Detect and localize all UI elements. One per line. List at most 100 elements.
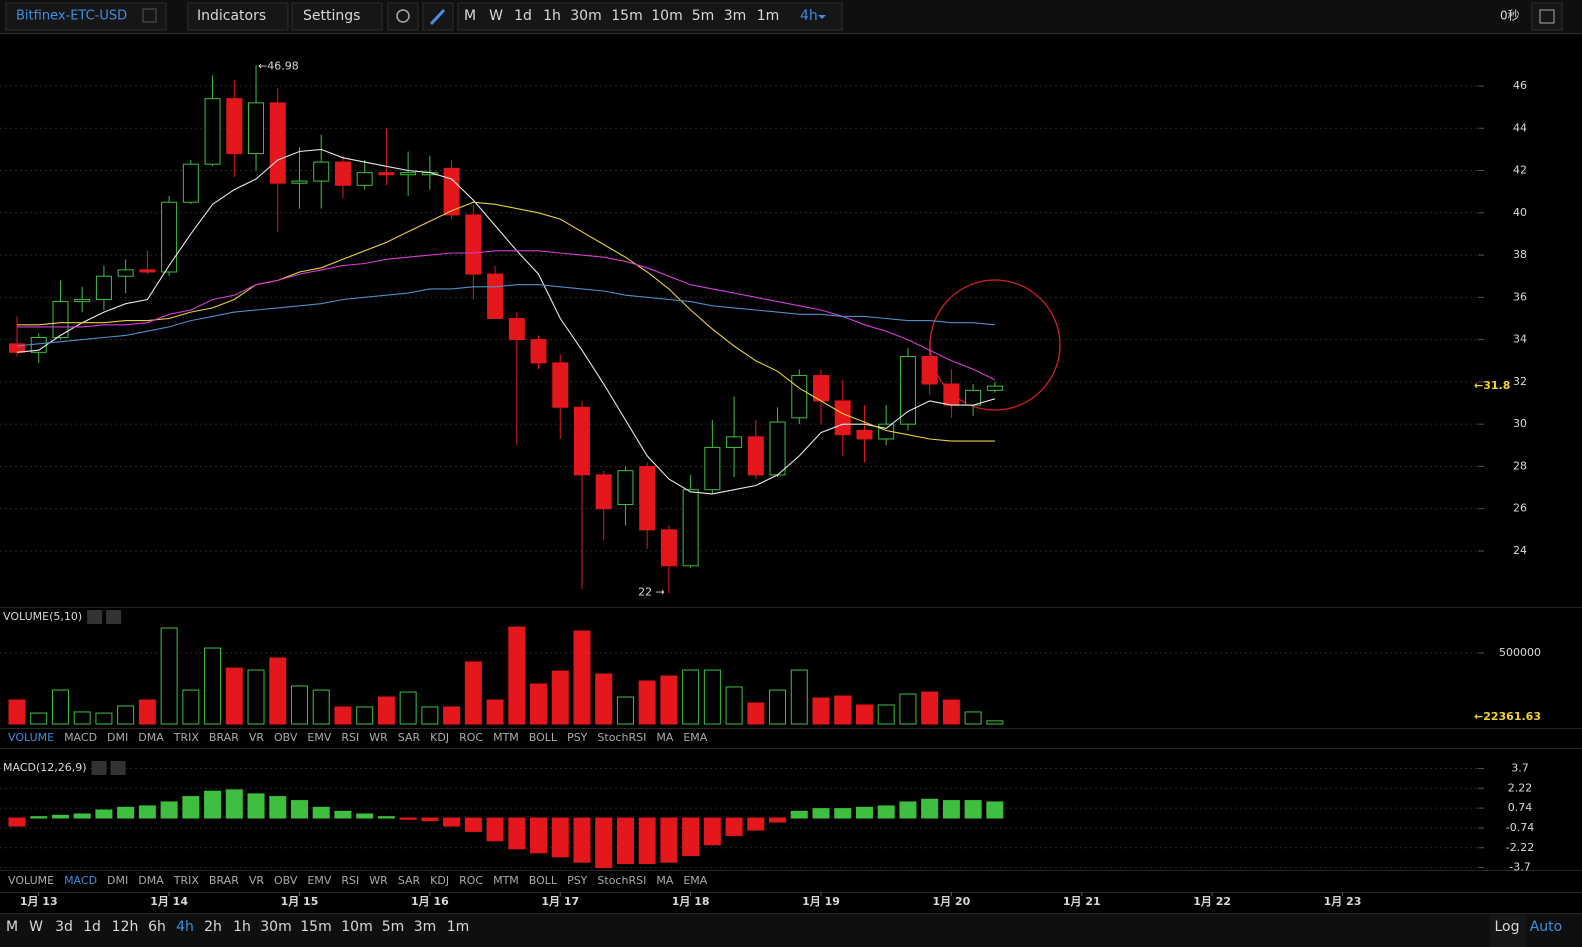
interval-button[interactable]: 3m [724, 8, 747, 24]
interval-button[interactable]: 10m [651, 8, 682, 24]
indicator-tab[interactable]: WR [369, 731, 388, 744]
interval-button[interactable]: W [489, 8, 503, 24]
settings-label[interactable]: Settings [303, 8, 360, 24]
active-interval[interactable]: 4h [800, 8, 818, 24]
indicator-tab[interactable]: ROC [459, 731, 483, 744]
bottom-interval[interactable]: 10m [341, 919, 372, 935]
macd-bar [682, 817, 700, 857]
indicator-tab[interactable]: StochRSI [597, 874, 646, 887]
interval-button[interactable]: 1h [543, 8, 561, 24]
theme-button[interactable] [387, 2, 419, 31]
indicator-tab[interactable]: DMI [107, 731, 128, 744]
interval-button[interactable]: 15m [611, 8, 642, 24]
indicator-tab[interactable]: EMA [683, 874, 707, 887]
indicator-tab[interactable]: BRAR [209, 731, 239, 744]
moving-average-line [16, 284, 995, 347]
panel-settings[interactable] [87, 610, 103, 624]
bottom-interval[interactable]: 3m [414, 919, 437, 935]
bottom-interval[interactable]: 6h [148, 919, 166, 935]
x-tick-label: 1月 14 [150, 895, 188, 908]
indicator-tab[interactable]: VR [249, 731, 265, 744]
indicator-tab[interactable]: DMI [107, 874, 128, 887]
bottom-interval[interactable]: 12h [112, 919, 139, 935]
bottom-interval[interactable]: 1h [233, 919, 251, 935]
indicator-tab[interactable]: TRIX [173, 874, 200, 887]
log-toggle[interactable]: Log [1494, 919, 1519, 935]
volume-bar [616, 696, 634, 725]
indicator-tab[interactable]: MTM [493, 731, 519, 744]
panel-close[interactable] [110, 761, 126, 775]
indicator-tab[interactable]: RSI [341, 731, 359, 744]
bottom-interval[interactable]: 30m [260, 919, 291, 935]
y-tick-label: 34 [1513, 333, 1527, 346]
bottom-interval[interactable]: 4h [176, 919, 194, 935]
indicator-tab[interactable]: DMA [138, 874, 164, 887]
bottom-interval[interactable]: 2h [204, 919, 222, 935]
indicator-tab[interactable]: BRAR [209, 874, 239, 887]
bottom-interval[interactable]: M [6, 919, 18, 935]
auto-toggle[interactable]: Auto [1530, 919, 1563, 935]
fullscreen-button[interactable] [1531, 2, 1563, 31]
volume-bar [160, 627, 178, 725]
indicator-tab[interactable]: MTM [493, 874, 519, 887]
candle-body [508, 317, 525, 341]
macd-bar [812, 808, 830, 819]
pencil-icon [429, 8, 446, 26]
indicator-tab[interactable]: MA [656, 874, 673, 887]
indicator-tab[interactable]: KDJ [430, 874, 449, 887]
indicator-tab[interactable]: SAR [398, 731, 421, 744]
log-toggle-bg[interactable] [1490, 914, 1526, 947]
bottom-interval[interactable]: 3d [55, 919, 73, 935]
symbol[interactable]: Bitfinex-ETC-USD [16, 9, 127, 24]
indicator-tab[interactable]: MACD [64, 731, 97, 744]
indicator-tab[interactable]: MACD [64, 874, 97, 887]
indicator-tab[interactable]: BOLL [529, 731, 558, 744]
interval-button[interactable]: 30m [570, 8, 601, 24]
indicator-tab[interactable]: OBV [274, 874, 298, 887]
interval-button[interactable]: 1m [757, 8, 780, 24]
indicator-tab[interactable]: SAR [398, 874, 421, 887]
indicator-tab[interactable]: TRIX [173, 731, 200, 744]
volume-bar [182, 689, 200, 725]
settings-button[interactable] [291, 2, 383, 31]
y-tick-label: 38 [1513, 248, 1527, 261]
indicators-button[interactable] [187, 2, 289, 31]
indicator-tab[interactable]: VOLUME [8, 874, 54, 887]
indicator-tab[interactable]: ROC [459, 874, 483, 887]
symbol-icon[interactable] [142, 8, 157, 23]
indicator-tab[interactable]: WR [369, 874, 388, 887]
indicator-tab[interactable]: EMA [683, 731, 707, 744]
indicator-tab[interactable]: EMV [307, 731, 331, 744]
indicator-tab[interactable]: PSY [567, 874, 588, 887]
indicator-tab[interactable]: MA [656, 731, 673, 744]
indicator-tab[interactable]: StochRSI [597, 731, 646, 744]
indicator-tab[interactable]: VR [249, 874, 265, 887]
interval-button[interactable]: 5m [692, 8, 715, 24]
bottom-interval[interactable]: 5m [382, 919, 405, 935]
indicator-tab[interactable]: KDJ [430, 731, 449, 744]
indicator-tab[interactable]: OBV [274, 731, 298, 744]
bottom-interval[interactable]: 1m [447, 919, 470, 935]
indicator-tab[interactable]: EMV [307, 874, 331, 887]
candle-body [791, 375, 808, 419]
interval-button[interactable]: M [464, 8, 476, 24]
candle-body [965, 389, 982, 406]
symbol-box[interactable] [5, 2, 167, 31]
indicator-tab[interactable]: DMA [138, 731, 164, 744]
indicators-label[interactable]: Indicators [197, 8, 266, 24]
panel-close[interactable] [106, 610, 122, 624]
candle-body [269, 102, 286, 184]
volume-bar [877, 704, 895, 725]
bottom-interval[interactable]: 1d [83, 919, 101, 935]
bottom-interval[interactable]: 15m [300, 919, 331, 935]
bottom-interval[interactable]: W [29, 919, 43, 935]
indicator-tab[interactable]: VOLUME [8, 731, 54, 744]
panel-settings[interactable] [91, 761, 107, 775]
indicator-tab[interactable]: BOLL [529, 874, 558, 887]
x-tick-label: 1月 19 [802, 895, 840, 908]
last-value-label: ←22361.63 [1474, 710, 1541, 723]
indicator-tab[interactable]: RSI [341, 874, 359, 887]
macd-bar [464, 817, 482, 832]
interval-button[interactable]: 1d [514, 8, 532, 24]
indicator-tab[interactable]: PSY [567, 731, 588, 744]
